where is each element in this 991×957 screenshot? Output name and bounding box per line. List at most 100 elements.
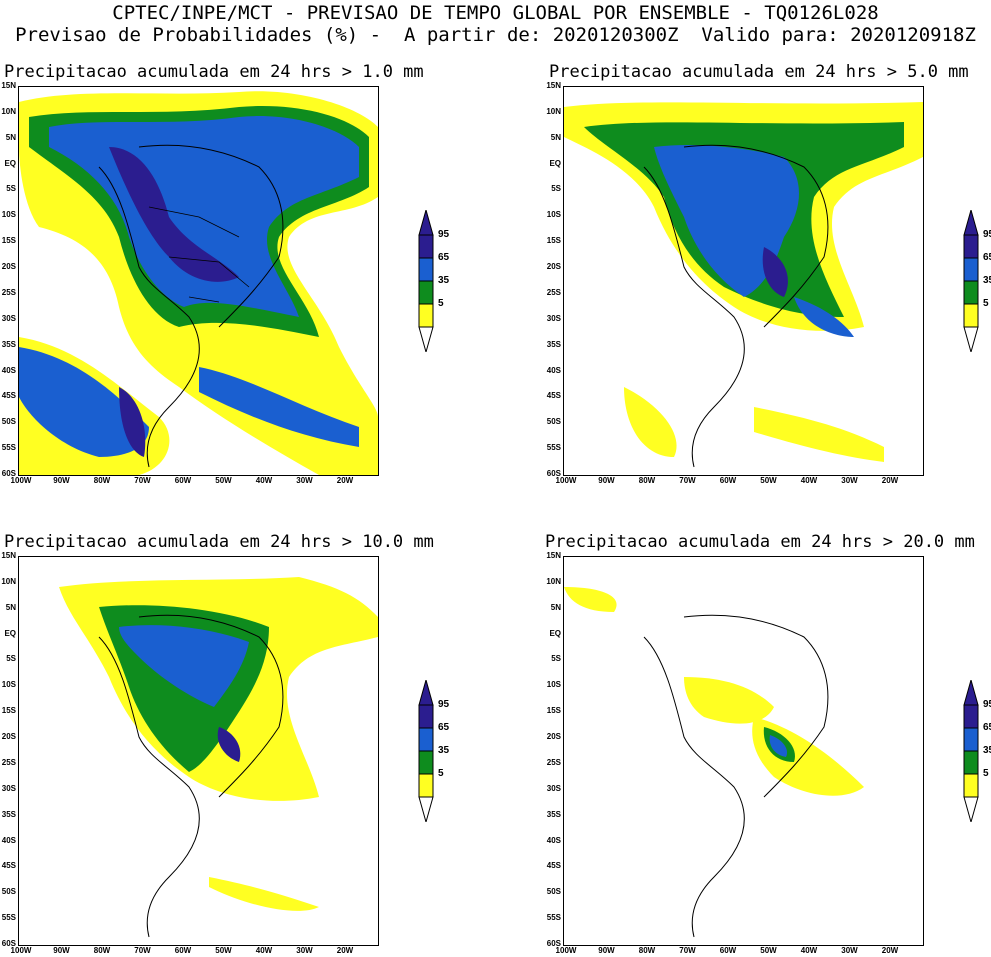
lat-label: 5N [5,132,16,142]
legend-label: 65 [983,722,991,733]
lat-label: 30S [1,313,16,323]
lat-label: 35S [1,339,16,349]
lon-label: 90W [53,476,70,485]
legend-arrow-top [963,210,979,236]
lat-label: 5S [551,184,561,194]
lon-label: 90W [598,946,615,955]
lat-label: 15N [546,551,561,560]
legend-arrow-top [418,680,434,706]
lat-label: 20S [1,262,16,272]
lat-label: 15S [546,706,561,716]
panel-3-map [18,556,379,946]
lon-label: 40W [255,946,273,955]
lat-label: EQ [4,628,16,638]
lat-label: 60S [546,939,561,948]
lon-label: 40W [800,476,818,485]
lon-label: 50W [215,946,232,955]
lon-label: 60W [174,946,192,955]
lon-label: 20W [336,946,354,955]
lat-label: 50S [546,887,561,897]
lat-label: 10N [546,106,561,116]
legend-swatch [418,257,434,282]
lat-label: 55S [1,913,16,923]
lon-label: 100W [555,476,577,485]
lat-label: 10N [1,576,16,586]
lat-label: 60S [1,939,16,948]
lat-label: 45S [546,391,561,401]
header-line-1: CPTEC/INPE/MCT - PREVISAO DE TEMPO GLOBA… [112,2,879,24]
lat-label: 40S [1,835,16,845]
legend-arrow-top [418,210,434,236]
legend-label: 5 [438,768,444,779]
lat-label: 55S [546,443,561,453]
lat-label: 5N [550,602,561,612]
lon-label: 70W [679,946,696,955]
legend-swatch [418,303,434,328]
legend-swatch [963,280,979,305]
lon-label: 60W [174,476,192,485]
legend-swatch [418,750,434,775]
panel-2-map [563,86,924,476]
lat-label: 30S [546,783,561,793]
lon-label: 20W [881,476,899,485]
lat-label: 40S [1,365,16,375]
lat-label: EQ [549,628,561,638]
legend-panel-3: 95 65 35 5 [418,680,449,822]
lat-label: 15S [1,706,16,716]
lat-label: 55S [1,443,16,453]
legend-swatch [418,280,434,305]
legend-label: 5 [983,298,989,309]
legend-swatch [418,234,434,259]
lat-label: 35S [546,809,561,819]
legend-swatch [963,303,979,328]
lat-label: 25S [1,757,16,767]
panel-1-title: Precipitacao acumulada em 24 hrs > 1.0 m… [4,62,424,82]
legend-swatch [418,704,434,729]
lon-label: 20W [336,476,354,485]
lat-label: 20S [546,262,561,272]
legend-arrow-top [963,680,979,706]
lat-label: EQ [4,158,16,168]
lon-label: 70W [134,476,151,485]
legend-swatch [963,234,979,259]
lat-label: 15S [1,236,16,246]
legend-arrow-bottom [963,796,979,822]
lat-label: 5S [6,184,16,194]
panel-4-map [563,556,924,946]
lat-label: 50S [1,417,16,427]
lon-label: 80W [638,946,656,955]
lat-label: 10N [546,576,561,586]
lat-label: 20S [546,732,561,742]
legend-label: 5 [983,768,989,779]
lat-label: 25S [546,287,561,297]
lon-label: 30W [296,476,313,485]
legend-arrow-bottom [418,326,434,352]
lat-label: 35S [1,809,16,819]
lon-label: 50W [760,946,777,955]
lat-label: 45S [1,391,16,401]
lat-label: 10S [546,680,561,690]
legend-swatch [963,773,979,798]
legend-swatch [963,750,979,775]
lon-label: 30W [841,476,858,485]
legend-label: 35 [438,745,450,756]
lon-label: 100W [555,946,577,955]
lat-label: 30S [1,783,16,793]
lon-label: 80W [638,476,656,485]
legend-swatch [418,727,434,752]
lat-label: EQ [549,158,561,168]
lat-label: 15N [546,81,561,90]
legend-panel-4: 95 65 35 5 [963,680,991,822]
lat-label: 35S [546,339,561,349]
legend-label: 95 [438,229,450,240]
lon-label: 30W [296,946,313,955]
lat-label: 15N [1,551,16,560]
lat-label: 10S [1,210,16,220]
panel-2-title: Precipitacao acumulada em 24 hrs > 5.0 m… [549,62,969,82]
legend-label: 65 [438,722,450,733]
lat-label: 5S [551,654,561,664]
legend-swatch [418,773,434,798]
lat-label: 50S [546,417,561,427]
legend-label: 35 [983,745,991,756]
legend-label: 35 [983,275,991,286]
